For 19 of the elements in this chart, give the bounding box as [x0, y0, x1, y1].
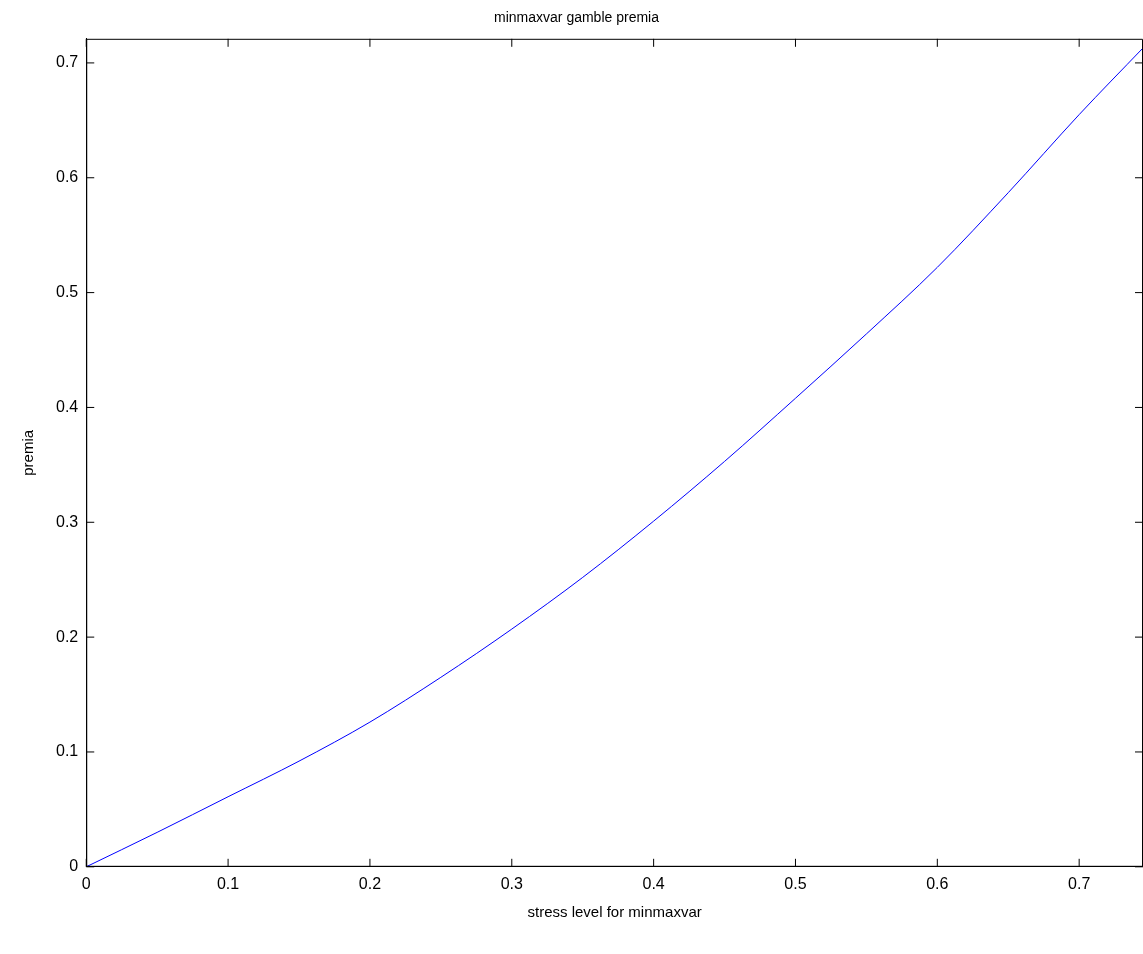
- y-axis-title: premia: [19, 429, 37, 476]
- x-tick-label: 0.5: [784, 874, 807, 892]
- x-tick-label: 0.6: [926, 874, 949, 892]
- x-tick-label: 0: [81, 874, 91, 892]
- y-tick-label: 0.3: [55, 512, 79, 530]
- y-tick-label: 0.7: [55, 53, 79, 71]
- y-tick-label: 0: [69, 857, 79, 875]
- y-tick-label: 0.5: [55, 283, 79, 300]
- x-tick-label: 0.3: [500, 874, 523, 892]
- y-tick-label: 0.1: [55, 742, 79, 760]
- x-tick-label: 0.4: [642, 874, 665, 892]
- x-tick-label: 0.1: [216, 874, 240, 892]
- y-tick-label: 0.4: [55, 397, 79, 415]
- x-tick-label: 0.2: [358, 874, 382, 892]
- x-axis-title: stress level for minmaxvar: [527, 903, 702, 921]
- chart-title: minmaxvar gamble premia: [494, 9, 660, 26]
- y-tick-label: 0.6: [55, 168, 79, 186]
- y-tick-label: 0.2: [55, 627, 79, 645]
- x-tick-label: 0.7: [1068, 874, 1091, 892]
